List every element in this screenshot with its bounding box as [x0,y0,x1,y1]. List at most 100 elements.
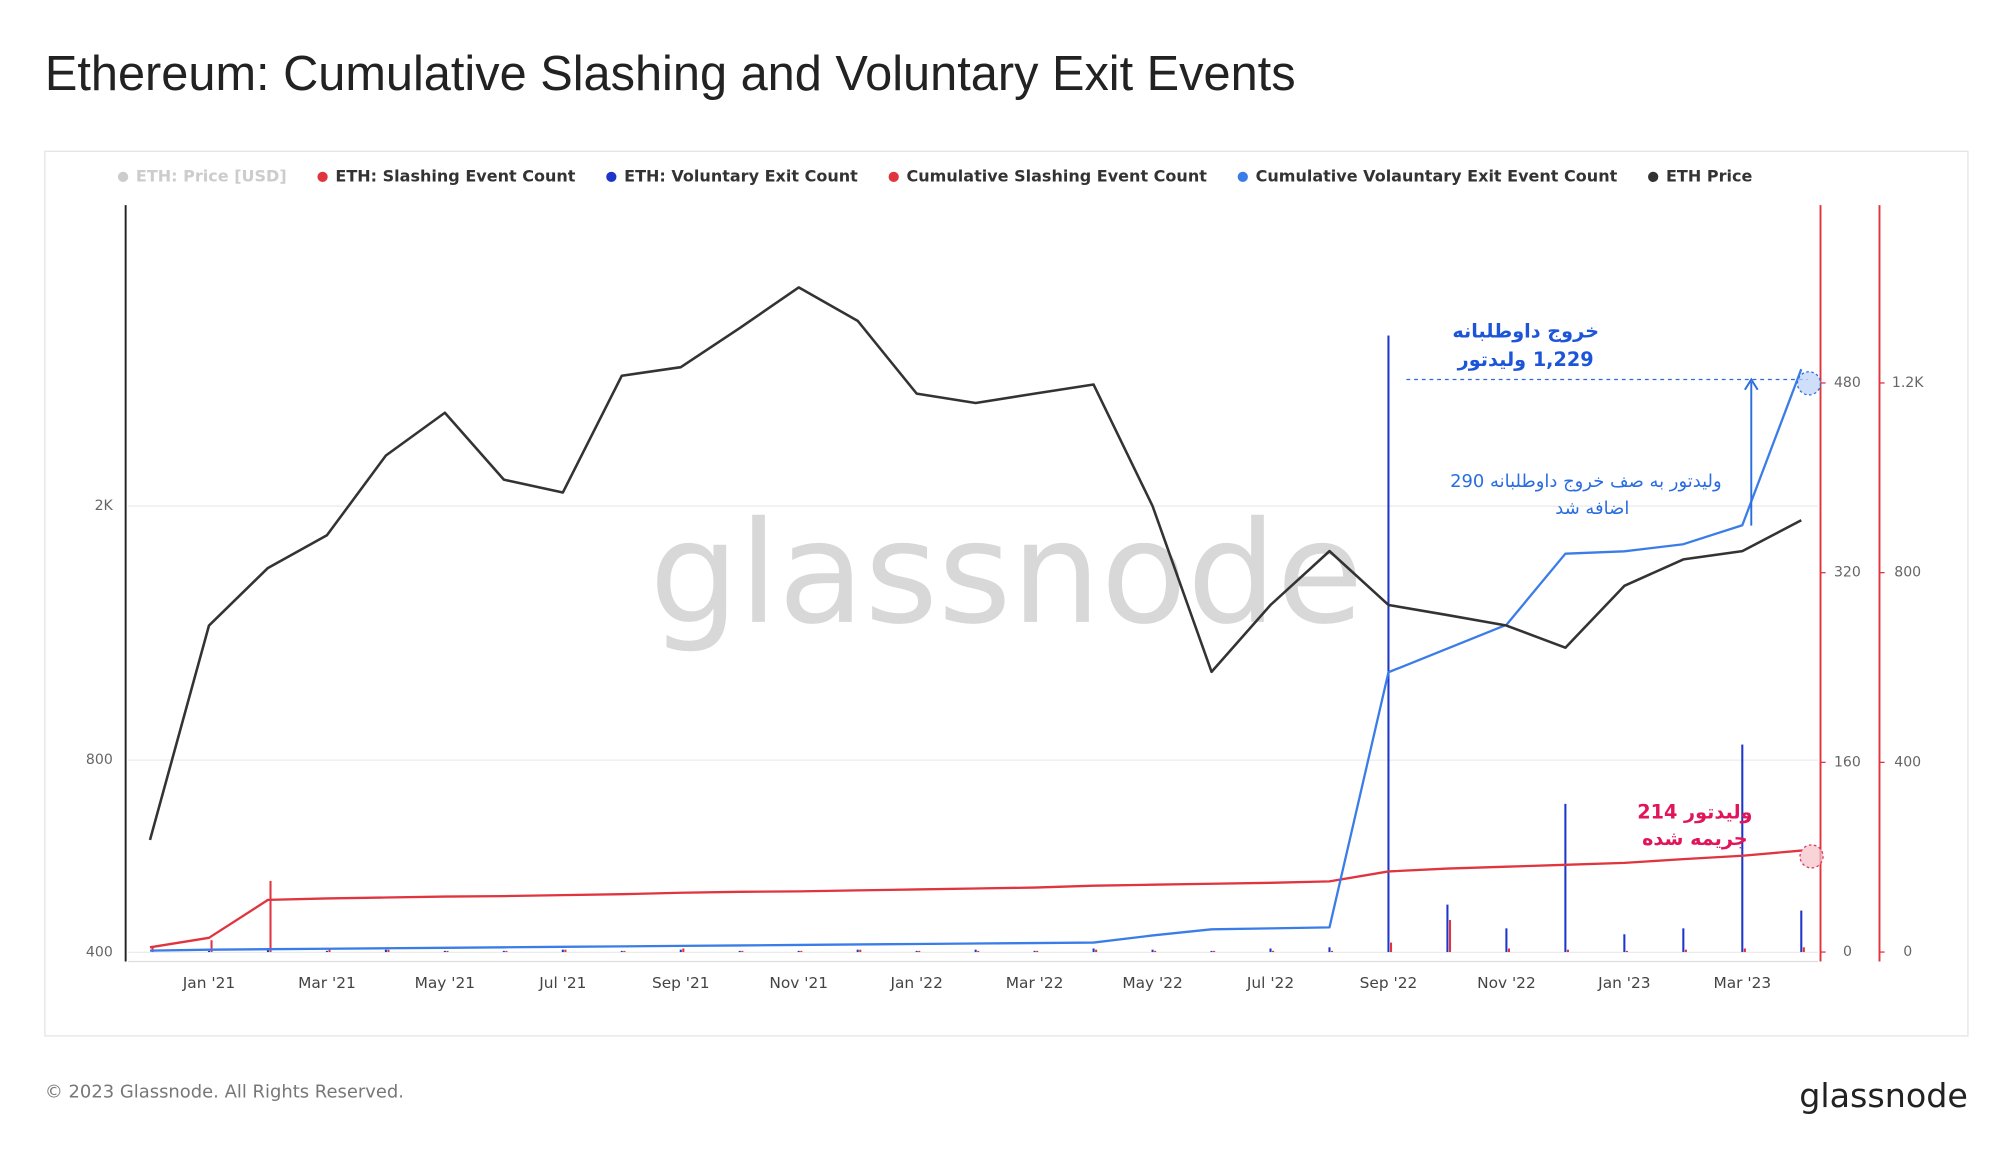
x-tick-label: Jul '21 [538,974,586,992]
bar [1331,950,1334,953]
x-tick-label: Mar '23 [1713,974,1771,992]
y2-tick-label: 480 [1834,375,1861,391]
chart-title: Ethereum: Cumulative Slashing and Volunt… [45,47,1296,101]
bar [210,940,213,953]
legend-label: ETH Price [1666,166,1752,185]
x-tick-label: Jan '22 [889,974,942,992]
y-tick-label: 400 [86,944,113,960]
bar [1625,950,1628,953]
x-tick-label: Nov '22 [1477,974,1536,992]
bar [1092,948,1095,953]
y-tick-label: 800 [86,752,113,768]
bar [915,950,918,953]
bar [1623,934,1626,953]
y2-tick-label: 0 [1843,944,1852,960]
line [149,368,1803,952]
bar [1682,928,1685,953]
bar [325,950,328,953]
x-tick-label: Nov '21 [769,974,828,992]
annotation: خروج داوطلبانه [1452,320,1599,343]
arrow-head [1744,377,1759,391]
bar [1095,949,1098,953]
bar [266,949,269,953]
x-tick-label: Jan '21 [182,974,235,992]
x-tick-label: Mar '21 [298,974,356,992]
chart-frame [44,150,1969,1037]
y3-tick-label: 1.2K [1892,375,1924,391]
bar [1800,910,1803,953]
y2-tick-label: 160 [1834,754,1861,770]
legend-label: ETH: Price [USD] [136,166,287,185]
bar [1507,948,1510,953]
bar [443,950,446,953]
bar [1269,948,1272,953]
bar [446,950,449,953]
legend-marker [1237,171,1248,183]
logo: glassnode [1799,1076,1968,1115]
bar [797,950,800,953]
bar [505,950,508,953]
bar [1036,950,1039,953]
bar [502,950,505,953]
bar [1387,335,1390,953]
bar [918,950,921,953]
watermark: glassnode [649,492,1363,656]
bar [859,949,862,953]
x-tick-label: Mar '22 [1006,974,1064,992]
x-tick-label: Jan '23 [1597,974,1650,992]
bar [1154,950,1157,953]
bar [856,949,859,953]
highlight-circle [1796,371,1822,396]
bar [1505,928,1508,953]
bar [1272,950,1275,953]
bar [1389,942,1393,953]
bar [384,949,387,953]
annotation: 1,229 ولیدتور [1457,348,1594,371]
bar [623,950,626,953]
bar [679,949,682,953]
bar [1684,949,1687,953]
legend-marker [606,171,617,183]
x-tick-label: May '21 [415,974,475,992]
legend-label: Cumulative Slashing Event Count [907,166,1208,185]
bar [741,950,744,953]
bar [1743,948,1746,953]
bar [974,949,977,953]
bar [1213,950,1216,953]
annotations: خروج داوطلبانه 1,229 ولیدتور 290 ولیدتور… [1406,320,1824,869]
bar [564,949,567,953]
bar [682,948,685,953]
bar [620,950,623,953]
line [149,849,1802,949]
x-tick-label: Sep '21 [652,974,710,992]
bar [800,950,803,953]
y3-tick-label: 400 [1894,754,1921,770]
y-tick-label: 2K [95,498,114,514]
bar [1446,904,1449,953]
legend-label: ETH: Slashing Event Count [335,166,575,185]
bar [1210,950,1213,953]
bar [1741,744,1744,953]
legend-label: Cumulative Volauntary Exit Event Count [1256,166,1618,185]
bar [1564,803,1567,953]
y3-tick-label: 0 [1903,944,1912,960]
highlight-circle [1799,844,1824,869]
legend-marker [888,171,899,183]
bar [561,949,564,953]
annotation: 214 ولیدتور [1637,800,1752,823]
bar [977,950,980,953]
footer: © 2023 Glassnode. All Rights Reserved. [45,1081,404,1102]
bar [387,949,390,953]
bar [207,950,210,953]
annotation: جریمه شده [1642,827,1748,850]
annotation: اضافه شد [1555,498,1629,519]
plot: 400 800 2K 0 160 320 480 0 400 800 1.2K Jan '21 Mar … [86,286,1924,992]
bar [151,946,154,953]
bar [1802,947,1805,953]
y2-tick-label: 320 [1834,565,1861,581]
bar [269,880,272,953]
x-tick-label: May '22 [1122,974,1182,992]
bar [1151,949,1154,953]
